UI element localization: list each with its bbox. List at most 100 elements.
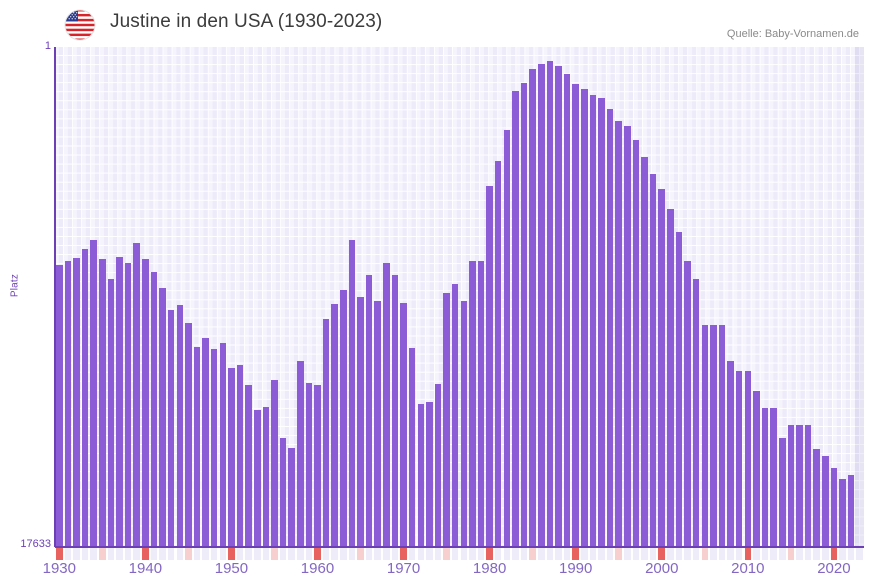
bar[interactable]: [710, 325, 717, 547]
bar[interactable]: [417, 404, 425, 547]
bar[interactable]: [210, 349, 218, 547]
bar[interactable]: [202, 338, 209, 547]
bar[interactable]: [667, 209, 674, 547]
bar[interactable]: [193, 347, 201, 547]
bar[interactable]: [176, 305, 184, 547]
bar[interactable]: [314, 385, 321, 547]
bar[interactable]: [219, 343, 227, 547]
bar[interactable]: [761, 408, 769, 547]
bar[interactable]: [830, 468, 838, 547]
bar[interactable]: [426, 402, 433, 547]
bar[interactable]: [675, 232, 683, 547]
bar[interactable]: [400, 303, 407, 547]
x-axis-tick: [391, 548, 399, 560]
bar[interactable]: [494, 161, 502, 547]
bar[interactable]: [245, 385, 252, 547]
bar[interactable]: [813, 449, 820, 547]
bar[interactable]: [99, 259, 106, 547]
bar[interactable]: [391, 275, 399, 547]
bar[interactable]: [331, 304, 338, 547]
bar[interactable]: [322, 319, 330, 547]
bar[interactable]: [804, 425, 812, 547]
bar[interactable]: [486, 186, 493, 547]
bar[interactable]: [305, 383, 313, 547]
bar[interactable]: [81, 249, 89, 547]
bar[interactable]: [753, 391, 760, 547]
bar[interactable]: [236, 365, 244, 547]
bar[interactable]: [383, 263, 390, 547]
bar[interactable]: [727, 361, 734, 547]
bar[interactable]: [460, 301, 468, 547]
bar[interactable]: [598, 98, 605, 547]
bar[interactable]: [632, 140, 640, 547]
x-axis-tick: [761, 548, 769, 560]
bar[interactable]: [581, 89, 588, 547]
bar[interactable]: [64, 261, 72, 547]
bar[interactable]: [116, 257, 123, 547]
bar[interactable]: [787, 425, 795, 547]
bar[interactable]: [365, 275, 373, 547]
bar[interactable]: [159, 288, 166, 547]
bar[interactable]: [340, 290, 347, 547]
bar[interactable]: [658, 189, 665, 547]
bar[interactable]: [624, 126, 631, 547]
bar[interactable]: [408, 348, 416, 547]
bar[interactable]: [606, 109, 614, 547]
bar[interactable]: [649, 174, 657, 547]
bar[interactable]: [512, 91, 519, 547]
bar[interactable]: [271, 380, 278, 547]
bar[interactable]: [124, 263, 132, 547]
bar[interactable]: [822, 456, 829, 547]
bar[interactable]: [555, 66, 562, 547]
bar[interactable]: [469, 261, 476, 547]
bar[interactable]: [297, 361, 304, 547]
bar[interactable]: [615, 121, 622, 547]
bar[interactable]: [477, 261, 485, 547]
bar[interactable]: [185, 323, 192, 547]
x-axis-tick: [701, 548, 709, 560]
bar[interactable]: [503, 130, 511, 547]
bar[interactable]: [73, 258, 80, 547]
bar[interactable]: [357, 297, 364, 547]
bar[interactable]: [253, 410, 261, 547]
bar[interactable]: [56, 264, 63, 547]
bar[interactable]: [572, 84, 579, 547]
bar[interactable]: [520, 83, 528, 547]
bar[interactable]: [537, 64, 545, 547]
bar[interactable]: [529, 69, 536, 547]
bar[interactable]: [692, 279, 700, 547]
bar[interactable]: [451, 284, 459, 547]
bar[interactable]: [847, 475, 855, 547]
bar[interactable]: [684, 261, 691, 547]
x-axis-tick: [210, 548, 218, 560]
bar[interactable]: [142, 259, 149, 547]
bar[interactable]: [348, 240, 356, 547]
bar[interactable]: [641, 157, 648, 547]
bar[interactable]: [546, 61, 554, 547]
x-axis-tick: [236, 548, 244, 560]
bar[interactable]: [718, 325, 726, 547]
bar[interactable]: [167, 310, 175, 547]
bar[interactable]: [735, 371, 743, 547]
bar[interactable]: [133, 243, 141, 547]
x-axis-tick: [675, 548, 683, 560]
bar[interactable]: [744, 371, 752, 547]
bar[interactable]: [770, 408, 777, 547]
bar[interactable]: [150, 272, 158, 547]
bar[interactable]: [563, 74, 571, 547]
bar[interactable]: [288, 448, 295, 547]
bar[interactable]: [443, 293, 450, 547]
bar[interactable]: [589, 95, 597, 547]
bar[interactable]: [90, 240, 97, 547]
bar[interactable]: [796, 425, 803, 547]
bar[interactable]: [374, 301, 381, 547]
bar[interactable]: [107, 279, 115, 547]
bar[interactable]: [701, 325, 709, 547]
bar[interactable]: [778, 438, 786, 547]
x-axis-tick: [735, 548, 743, 560]
bar[interactable]: [279, 438, 287, 547]
bar[interactable]: [228, 368, 235, 547]
bar[interactable]: [434, 384, 442, 547]
bar[interactable]: [839, 479, 846, 547]
bar[interactable]: [262, 407, 270, 547]
